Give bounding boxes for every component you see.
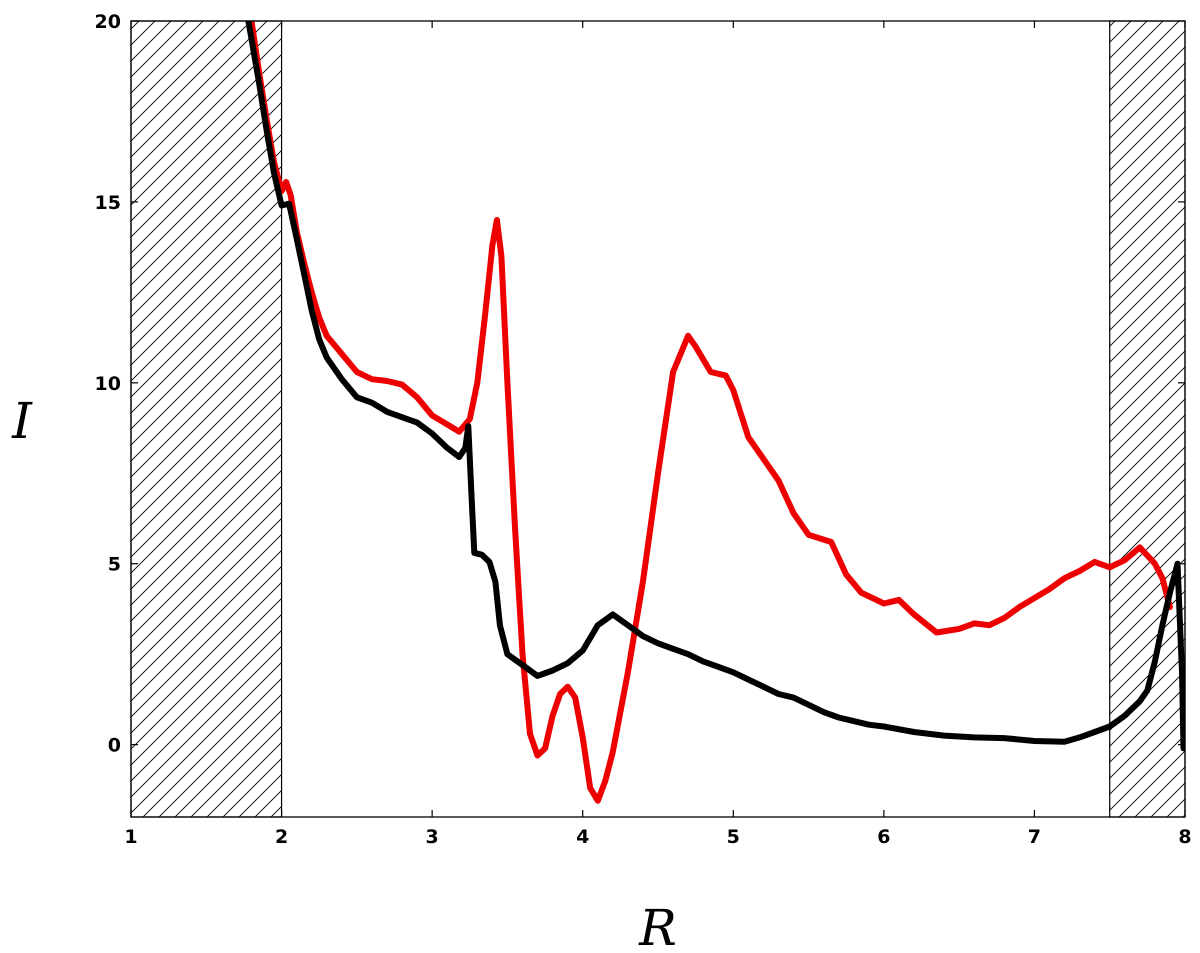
x-tick-label: 6 [877, 826, 890, 848]
y-tick-label: 20 [95, 11, 121, 33]
series-line-1 [248, 21, 1173, 804]
y-axis-label: I [11, 392, 33, 450]
x-tick-label: 3 [426, 826, 439, 848]
x-tick-label: 4 [576, 826, 589, 848]
y-tick-label: 5 [108, 554, 121, 576]
plot-area [245, 21, 1185, 804]
y-tick-label: 15 [95, 192, 121, 214]
axis-ticks: 1 2 3 4 5 6 7 8 0 5 10 15 20 [95, 11, 1192, 848]
excluded-regions [130, 20, 1186, 818]
series-line-2 [245, 21, 1185, 752]
hatched-region-2 [1109, 20, 1186, 818]
x-axis-label: R [638, 899, 677, 953]
x-tick-label: 2 [275, 826, 288, 848]
x-tick-label: 8 [1178, 826, 1191, 848]
y-tick-label: 0 [108, 735, 121, 757]
x-tick-label: 7 [1028, 826, 1041, 848]
x-tick-label: 1 [124, 826, 137, 848]
x-tick-label: 5 [727, 826, 740, 848]
plot-frame [130, 20, 1186, 818]
hatched-region-1 [130, 20, 283, 818]
y-tick-label: 10 [95, 373, 121, 395]
